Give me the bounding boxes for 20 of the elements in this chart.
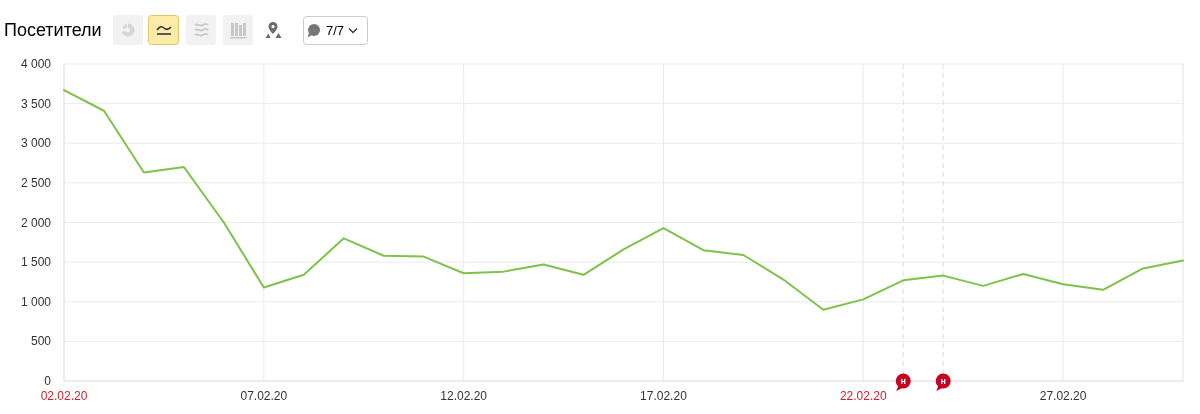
x-tick-label: 12.02.20 bbox=[440, 389, 488, 403]
y-tick-label: 2 500 bbox=[20, 175, 52, 190]
y-tick-label: 500 bbox=[30, 334, 52, 349]
y-tick-label: 0 bbox=[44, 374, 52, 388]
ref-line-label: н bbox=[940, 376, 946, 386]
line-series bbox=[63, 89, 1184, 311]
x-tick-label: 07.02.20 bbox=[240, 389, 288, 403]
x-tick-label: 27.02.20 bbox=[1039, 389, 1087, 403]
x-tick-label: 17.02.20 bbox=[640, 389, 688, 403]
x-tick-label: 02.02.20 bbox=[40, 389, 88, 403]
y-tick-label: 2 000 bbox=[20, 215, 52, 230]
x-tick-label: 22.02.20 bbox=[839, 389, 887, 403]
text: 7/7 bbox=[326, 23, 345, 38]
y-tick-label: 3 500 bbox=[20, 96, 52, 111]
y-tick-label: 1 000 bbox=[20, 294, 52, 309]
ref-line-label: н bbox=[900, 376, 906, 386]
y-tick-label: 4 000 bbox=[20, 57, 52, 71]
y-tick-label: 1 500 bbox=[20, 255, 52, 270]
y-tick-label: 3 000 bbox=[20, 136, 52, 151]
chart-title: Посетители bbox=[4, 20, 102, 40]
